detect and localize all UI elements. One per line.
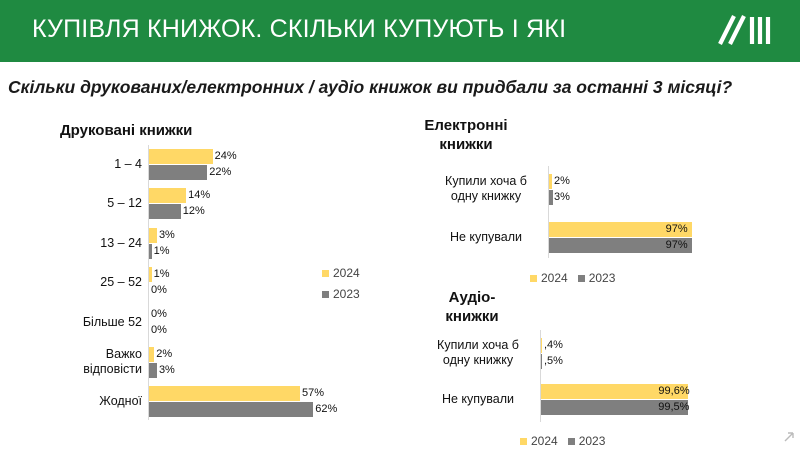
chart-0-value-label: 22% (209, 166, 232, 178)
chart-0-category-label: 25 – 52 (100, 274, 142, 289)
chart-0-category-label: Більше 52 (82, 314, 142, 329)
chart-0-bar-2023 (149, 204, 181, 219)
legend-swatch-2023 (577, 274, 585, 282)
chart-0-axis (148, 145, 149, 420)
chart-0-value-label: 0% (151, 324, 167, 336)
brand-logo-icon (718, 15, 771, 45)
legend-swatch-2024 (322, 269, 329, 277)
chart-0-bar-2024 (149, 228, 157, 243)
legend-swatch-2024 (520, 437, 527, 445)
audiobooks-title: Аудіо-книжки (445, 289, 499, 325)
chart-0-value-label: 14% (188, 189, 211, 201)
legend-item-2024: 2024 (322, 266, 360, 280)
chart-0-category-label: 13 – 24 (100, 235, 142, 250)
chart-2-category-label: Не купували (441, 391, 515, 406)
legend-swatch-2023 (567, 437, 575, 445)
chart-0-value-label: 62% (315, 403, 338, 415)
chart-1-axis (548, 166, 549, 258)
chart-2-bar-2024 (541, 384, 689, 399)
ebooks-title: Електронні книжки (424, 117, 508, 153)
chart-2-value-label: ,5% (544, 355, 563, 367)
chart-0-bar-2024 (149, 188, 187, 203)
chart-1-category-label: Не купували (449, 229, 523, 244)
chart-0-value-label: 2% (156, 348, 173, 360)
legend-item-2024: 2024 (530, 271, 568, 285)
legend-label-2023: 2023 (588, 271, 616, 285)
chart-0-legend: 2024 2023 (322, 266, 360, 301)
chart-0-value-label: 12% (182, 205, 205, 217)
chart-2-axis (540, 330, 541, 422)
survey-question: Скільки друкованих/електронних / аудіо к… (8, 77, 733, 97)
chart-1-bar-2024 (549, 222, 692, 237)
chart-0-value-label: 1% (153, 268, 170, 280)
chart-2-bar-2023 (541, 354, 542, 369)
chart-2-value-label: 99,6% (658, 385, 690, 397)
legend-label-2023: 2023 (578, 434, 606, 448)
chart-0-bar-2023 (149, 402, 314, 417)
legend-label-2024: 2024 (541, 271, 568, 285)
chart-0-category-label: 5 – 12 (107, 195, 142, 210)
chart-1-value-label: 97% (665, 223, 688, 235)
legend-label-2024: 2024 (531, 434, 558, 448)
chart-0-category-label: Важко відповісти (83, 347, 142, 376)
chart-0-value-label: 24% (214, 150, 237, 162)
chart-1-value-label: 3% (554, 191, 570, 203)
page-title: КУПІВЛЯ КНИЖОК. СКІЛЬКИ КУПУЮТЬ І ЯКІ (32, 15, 567, 43)
chart-0-value-label: 0% (151, 308, 167, 320)
chart-2-value-label: ,4% (544, 339, 563, 351)
legend-item-2023: 2023 (322, 287, 360, 301)
legend-swatch-2024 (530, 274, 537, 282)
legend-item-2024: 2024 (520, 434, 558, 448)
chart-0-value-label: 57% (302, 387, 325, 399)
chart-2-bar-2023 (541, 400, 689, 415)
printed-books-title: Друковані книжки (60, 122, 193, 139)
chart-0-bar-2023 (149, 165, 208, 180)
chart-0-bar-2023 (149, 363, 157, 378)
chart-2-category-label: Купили хоча б одну книжку (437, 338, 519, 367)
chart-2-legend: 2024 2023 (520, 434, 605, 448)
chart-0-category-label: 1 – 4 (114, 156, 142, 171)
chart-0-value-label: 1% (153, 245, 170, 257)
chart-1-bar-2024 (549, 174, 552, 189)
chart-0-value-label: 3% (158, 229, 175, 241)
chart-2-bar-2024 (541, 338, 542, 353)
chart-1-value-label: 2% (554, 175, 570, 187)
chart-0-bar-2024 (149, 267, 152, 282)
legend-label-2023: 2023 (333, 287, 360, 301)
chart-0-bar-2024 (149, 149, 213, 164)
corner-mark-icon (784, 432, 794, 442)
legend-item-2023: 2023 (577, 271, 616, 285)
legend-swatch-2023 (322, 290, 329, 298)
legend-item-2023: 2023 (567, 434, 606, 448)
chart-1-bar-2023 (549, 238, 692, 253)
chart-0-category-label: Жодної (99, 393, 142, 408)
legend-label-2024: 2024 (333, 266, 360, 280)
chart-0-bar-2023 (149, 244, 152, 259)
chart-2-value-label: 99,5% (658, 401, 690, 413)
chart-1-bar-2023 (549, 190, 554, 205)
chart-1-value-label: 97% (665, 239, 688, 251)
chart-0-bar-2024 (149, 386, 301, 401)
chart-0-value-label: 3% (158, 364, 175, 376)
chart-1-legend: 2024 2023 (530, 271, 615, 285)
chart-0-bar-2024 (149, 347, 155, 362)
chart-0-value-label: 0% (151, 284, 167, 296)
header-bar: КУПІВЛЯ КНИЖОК. СКІЛЬКИ КУПУЮТЬ І ЯКІ (0, 0, 800, 62)
chart-1-category-label: Купили хоча б одну книжку (445, 174, 527, 203)
